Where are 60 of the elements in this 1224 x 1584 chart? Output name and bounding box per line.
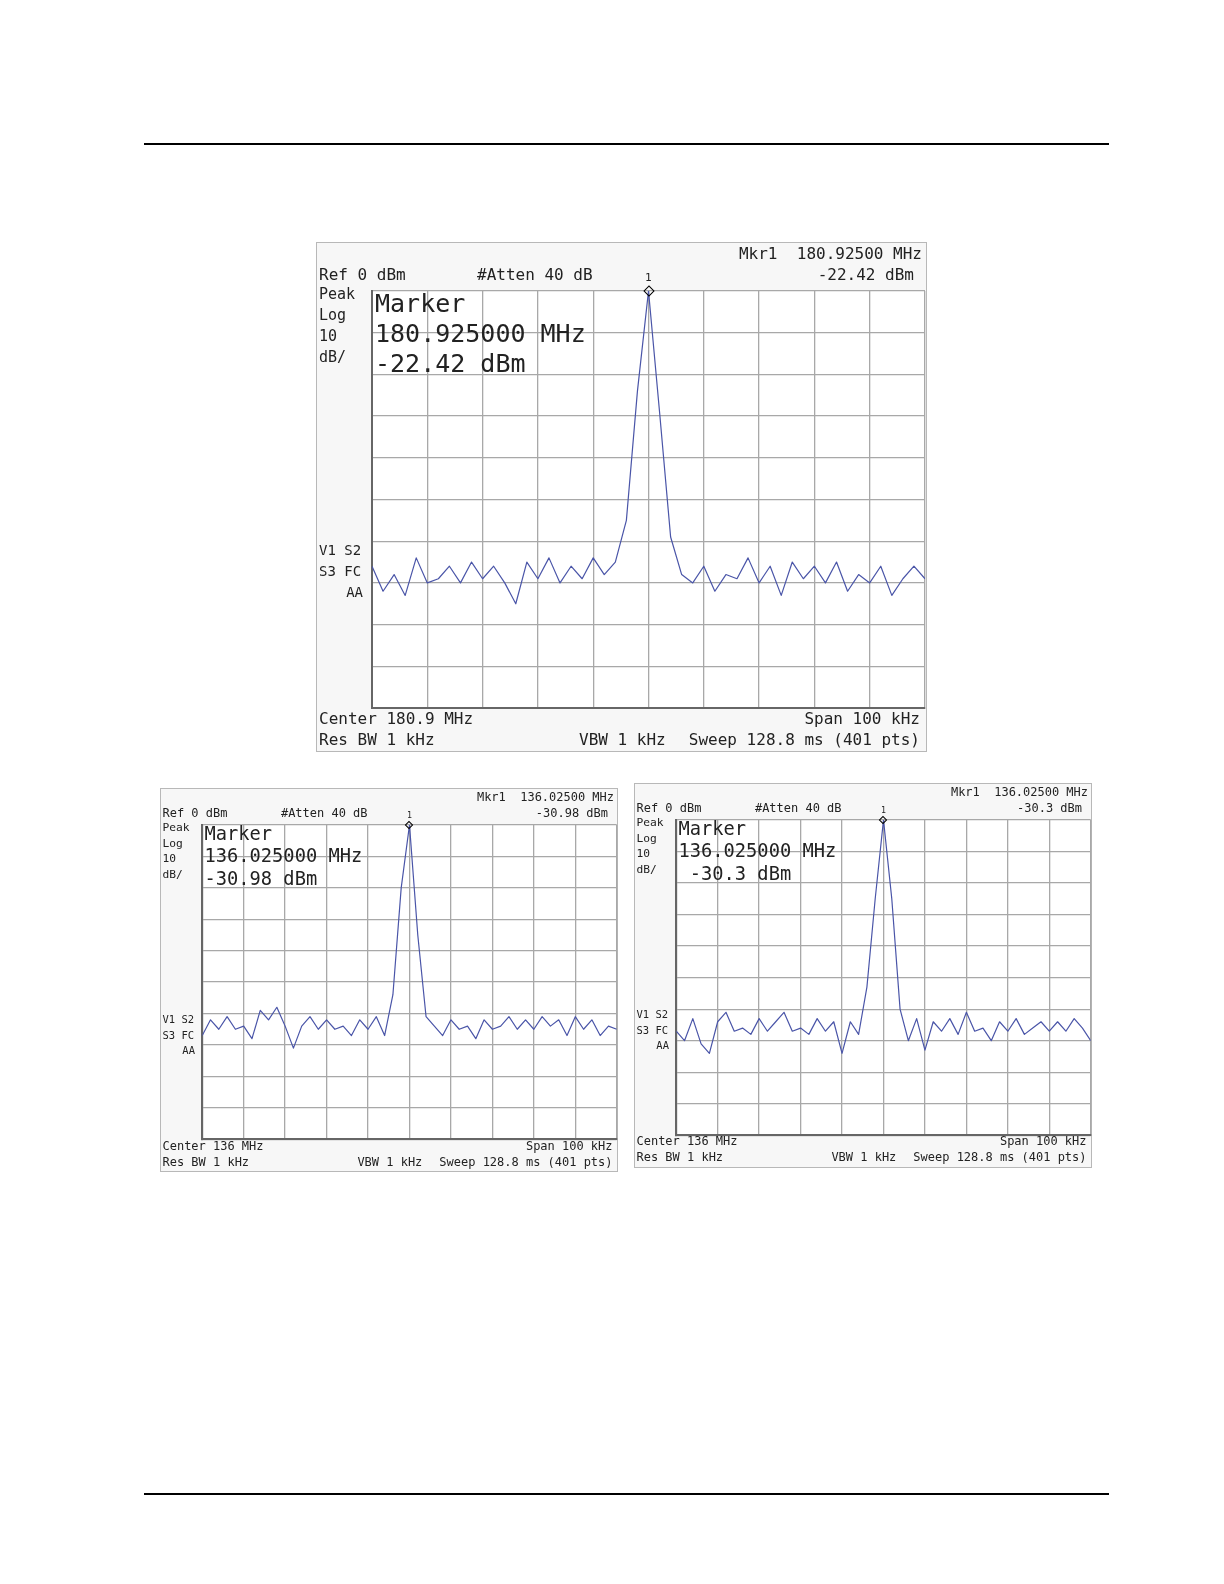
text: dB/	[319, 348, 347, 366]
text: Mkr1 180.92500 MHz	[738, 244, 922, 263]
text: 1	[645, 271, 652, 284]
text: S3 FC	[162, 1028, 195, 1041]
text: VBW 1 kHz	[579, 730, 666, 749]
annotation: Center 136 MHz	[162, 1138, 264, 1153]
text: Log	[162, 836, 183, 850]
annotation: Marker	[375, 289, 466, 318]
text: V1 S2	[162, 1012, 195, 1025]
text: VBW 1 kHz	[357, 1154, 423, 1169]
text: -22.42 dBm	[817, 265, 914, 284]
text: dB/	[162, 868, 183, 882]
annotation: -22.42 dBm	[375, 349, 526, 378]
text: Ref 0 dBm	[319, 265, 406, 284]
annotation: 180.925000 MHz	[375, 319, 586, 348]
text: AA	[182, 1044, 195, 1057]
text: Res BW 1 kHz	[319, 730, 435, 749]
text: 1	[406, 809, 412, 820]
text: Center 180.9 MHz	[319, 709, 474, 728]
text: VBW 1 kHz	[831, 1149, 897, 1164]
text: Ref 0 dBm	[636, 800, 702, 815]
text: Sweep 128.8 ms (401 pts)	[439, 1154, 613, 1169]
text: #Atten 40 dB	[280, 805, 368, 820]
text: Sweep 128.8 ms (401 pts)	[688, 730, 920, 749]
text: AA	[656, 1039, 669, 1052]
text: Peak	[636, 815, 664, 829]
annotation: 136.025000 MHz	[204, 845, 363, 867]
text: -30.98 dBm	[535, 805, 609, 820]
text: Sweep 128.8 ms (401 pts)	[913, 1149, 1087, 1164]
text: #Atten 40 dB	[477, 265, 593, 284]
annotation: Span 100 kHz	[525, 1138, 613, 1153]
text: dB/	[636, 863, 657, 877]
text: Mkr1 136.02500 MHz	[950, 785, 1089, 800]
text: S3 FC	[319, 563, 362, 579]
text: V1 S2	[319, 542, 362, 558]
annotation: Marker	[204, 822, 273, 844]
text: 10	[636, 847, 651, 861]
text: S3 FC	[636, 1023, 669, 1036]
text: V1 S2	[636, 1007, 669, 1020]
text: Span 100 kHz	[804, 709, 920, 728]
text: AA	[346, 584, 363, 600]
text: #Atten 40 dB	[754, 800, 842, 815]
text: 10	[319, 327, 338, 345]
annotation: -30.3 dBm	[688, 862, 792, 884]
text: 10	[162, 852, 177, 866]
text: Log	[636, 831, 657, 845]
text: Res BW 1 kHz	[162, 1154, 250, 1169]
text: Peak	[319, 285, 356, 303]
text: Peak	[162, 820, 190, 834]
text: 1	[880, 804, 886, 815]
text: Ref 0 dBm	[162, 805, 228, 820]
annotation: -30.98 dBm	[204, 867, 318, 889]
text: Mkr1 136.02500 MHz	[476, 790, 615, 805]
text: -30.3 dBm	[1017, 800, 1083, 815]
annotation: Span 100 kHz	[999, 1133, 1087, 1148]
annotation: 136.025000 MHz	[678, 840, 837, 862]
annotation: Marker	[678, 817, 747, 839]
annotation: Center 136 MHz	[636, 1133, 738, 1148]
text: Log	[319, 306, 347, 324]
text: Res BW 1 kHz	[636, 1149, 724, 1164]
